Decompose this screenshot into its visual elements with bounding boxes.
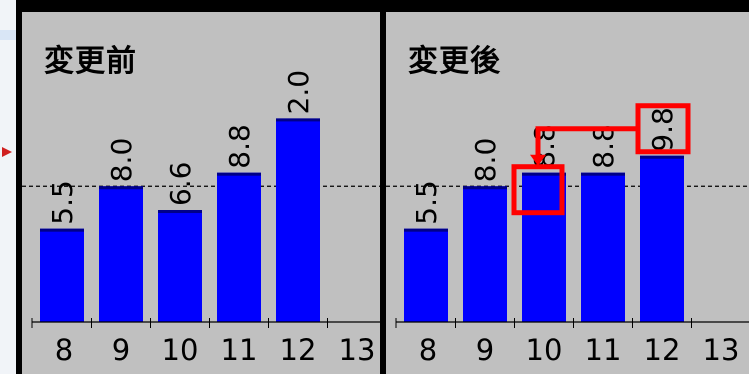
value-label-12: 2.0 [282, 70, 315, 115]
value-label-10: 8.8 [528, 124, 561, 169]
tick-label-8: 8 [55, 333, 73, 367]
bar-12 [276, 118, 320, 323]
tick-label-9: 9 [476, 333, 494, 367]
value-label-11: 8.8 [587, 124, 620, 169]
chart-title-after: 変更後 [408, 44, 501, 79]
value-label-11: 8.8 [223, 124, 256, 169]
bar-11 [581, 172, 625, 322]
tick-label-11: 11 [585, 333, 622, 367]
bar-8 [40, 228, 84, 322]
bar-cap-11 [581, 172, 625, 176]
bar-cap-8 [40, 228, 84, 232]
bar-cap-11 [217, 172, 261, 176]
tick-label-12: 12 [644, 333, 681, 367]
tick-label-12: 12 [280, 333, 317, 367]
tick-label-11: 11 [221, 333, 258, 367]
chart-panel-after: 変更後 5.5 8 8.0 9 8.8 10 8.8 11 9.8 12 13 [386, 12, 749, 374]
tick-label-10: 10 [162, 333, 199, 367]
value-label-12: 9.8 [646, 107, 679, 152]
bar-10 [522, 172, 566, 322]
highlight-arrow-head [530, 154, 546, 166]
bar-cap-10 [158, 210, 202, 214]
bar-12 [640, 155, 684, 322]
bar-9 [99, 186, 143, 322]
window-edge-strip [0, 30, 16, 40]
tick-label-10: 10 [526, 333, 563, 367]
tick-label-13: 13 [703, 333, 740, 367]
bar-cap-9 [99, 186, 143, 190]
chart-title-before: 変更前 [44, 44, 137, 79]
window-left-edge [0, 0, 17, 374]
highlight-box-target [511, 164, 565, 216]
bar-chart-before: 5.5 8 8.0 9 6.6 10 8.8 11 2.0 12 13 [22, 70, 380, 367]
value-label-9: 8.0 [105, 138, 138, 183]
bar-10 [158, 210, 202, 322]
chart-panel-before: 変更前 5.5 8 8.0 9 6.6 10 8.8 11 2.0 12 13 [22, 12, 380, 374]
tick-label-8: 8 [419, 333, 437, 367]
bar-cap-12 [276, 118, 320, 122]
bar-11 [217, 172, 261, 322]
bar-cap-10 [522, 172, 566, 176]
value-label-8: 5.5 [46, 180, 79, 225]
bar-cap-9 [463, 186, 507, 190]
highlight-arrow-line [535, 126, 638, 157]
bar-chart-after: 5.5 8 8.0 9 8.8 10 8.8 11 9.8 12 13 [386, 103, 749, 367]
tick-label-13: 13 [339, 333, 376, 367]
bar-8 [404, 228, 448, 322]
bar-9 [463, 186, 507, 322]
value-label-8: 5.5 [410, 180, 443, 225]
arrow-right-icon [2, 147, 12, 157]
value-label-9: 8.0 [469, 138, 502, 183]
bar-cap-8 [404, 228, 448, 232]
bar-cap-12 [640, 155, 684, 159]
chart-image-frame: 変更前 5.5 8 8.0 9 6.6 10 8.8 11 2.0 12 13 変更後 5.5 8 8.… [16, 0, 749, 374]
value-label-10: 6.6 [164, 161, 197, 206]
tick-label-9: 9 [112, 333, 130, 367]
